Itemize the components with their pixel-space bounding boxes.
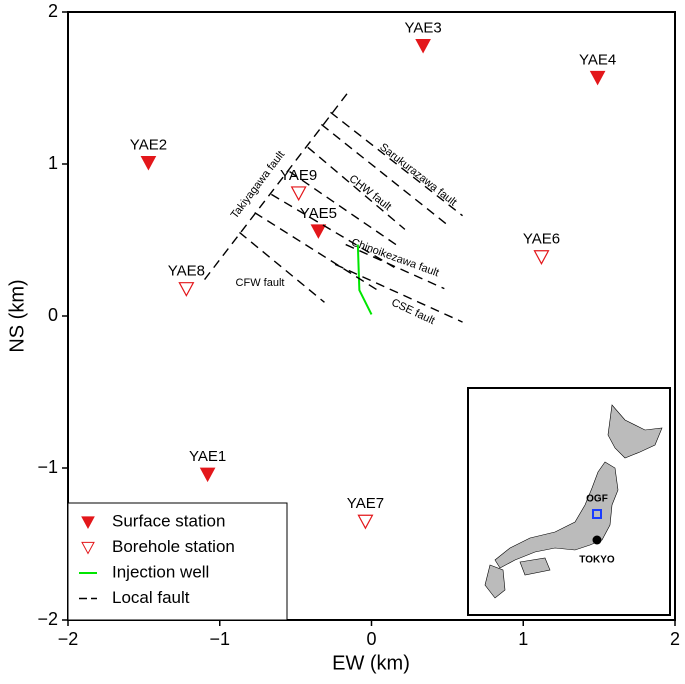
x-tick-label: −2: [58, 629, 79, 649]
x-tick-label: 2: [670, 629, 680, 649]
city-dot: [592, 535, 602, 545]
injection-well: [356, 244, 373, 315]
fault-line: [254, 212, 378, 291]
borehole-station: [357, 514, 374, 530]
surface-station: [199, 467, 216, 483]
x-tick-label: −1: [209, 629, 230, 649]
y-tick-label: 0: [48, 305, 58, 325]
inset-label: TOKYO: [579, 555, 615, 566]
legend-label: Local fault: [112, 588, 190, 607]
legend-symbol: [81, 541, 95, 555]
island: [607, 404, 663, 459]
fault-line: [270, 193, 395, 268]
fault-label: CFW fault: [236, 277, 285, 289]
legend-label: Borehole station: [112, 537, 235, 556]
island: [519, 557, 551, 576]
borehole-station: [290, 186, 307, 202]
fault-line: [307, 146, 406, 230]
y-axis-label: NS (km): [6, 279, 28, 352]
y-tick-label: 2: [48, 1, 58, 21]
fault-line: [289, 171, 401, 249]
inset-map: OGF TOKYO: [467, 387, 671, 616]
legend-box: [67, 502, 288, 621]
y-tick-label: −2: [37, 609, 58, 629]
surface-station: [415, 38, 431, 54]
fault-line: [204, 89, 351, 280]
station-label: YAE8: [168, 263, 205, 280]
station-label: YAE2: [130, 136, 167, 153]
borehole-station: [178, 282, 195, 297]
legend-label: Injection well: [112, 562, 209, 581]
island: [494, 461, 619, 569]
station-label: YAE6: [523, 231, 560, 248]
station-label: YAE5: [300, 205, 337, 222]
station-label: YAE1: [189, 448, 226, 465]
fault-line: [345, 243, 445, 290]
station-label: YAE3: [404, 19, 441, 36]
station-label: YAE9: [280, 167, 317, 184]
x-tick-label: 0: [366, 629, 376, 649]
inset-label: OGF: [586, 494, 608, 505]
fault-line: [239, 231, 325, 303]
station-label: YAE4: [579, 51, 616, 68]
borehole-station: [533, 250, 550, 265]
station-label: YAE7: [347, 495, 384, 512]
surface-station: [589, 70, 606, 86]
y-tick-label: 1: [48, 153, 58, 173]
legend-symbol: [81, 516, 95, 530]
site-box: [592, 509, 602, 519]
surface-station: [140, 156, 157, 171]
surface-station: [310, 224, 327, 239]
fault-line: [334, 263, 463, 323]
x-tick-label: 1: [518, 629, 528, 649]
fault-line: [320, 123, 448, 226]
legend-label: Surface station: [112, 511, 225, 530]
y-tick-label: −1: [37, 457, 58, 477]
legend: Surface station Borehole station Injection…: [67, 502, 288, 621]
island: [484, 564, 506, 599]
x-axis-label: EW (km): [332, 652, 410, 674]
fault-line: [330, 111, 463, 217]
